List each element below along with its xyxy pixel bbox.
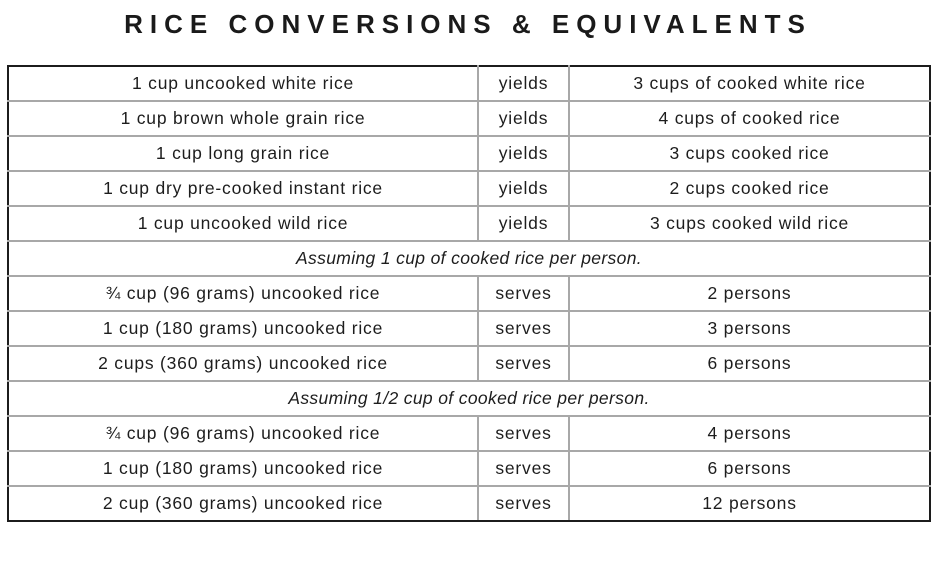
rice-conversions-table: 1 cup uncooked white rice yields 3 cups of… [7, 65, 931, 522]
verb-cell: yields [477, 135, 570, 172]
result-cell: 3 cups cooked wild rice [568, 205, 931, 242]
assumption-row: Assuming 1/2 cup of cooked rice per pers… [7, 380, 931, 417]
result-cell: 4 cups of cooked rice [568, 100, 931, 137]
table-row: ¾ cup (96 grams) uncooked rice serves 2 pe… [7, 275, 931, 312]
verb-cell: serves [477, 485, 570, 522]
result-cell: 4 persons [568, 415, 931, 452]
ingredient-cell: 2 cups (360 grams) uncooked rice [7, 345, 479, 382]
table-row: 2 cups (360 grams) uncooked rice serves 6 … [7, 345, 931, 382]
table-row: 1 cup long grain rice yields 3 cups cooked… [7, 135, 931, 172]
result-cell: 6 persons [568, 345, 931, 382]
table-row: ¾ cup (96 grams) uncooked rice serves 4 pe… [7, 415, 931, 452]
ingredient-cell: ¾ cup (96 grams) uncooked rice [7, 275, 479, 312]
table-row: 1 cup uncooked wild rice yields 3 cups coo… [7, 205, 931, 242]
assumption-row: Assuming 1 cup of cooked rice per person… [7, 240, 931, 277]
verb-cell: yields [477, 65, 570, 102]
table-row: 1 cup (180 grams) uncooked rice serves 3 p… [7, 310, 931, 347]
verb-cell: serves [477, 345, 570, 382]
ingredient-cell: 1 cup uncooked white rice [7, 65, 479, 102]
result-cell: 2 persons [568, 275, 931, 312]
ingredient-cell: ¾ cup (96 grams) uncooked rice [7, 415, 479, 452]
ingredient-cell: 2 cup (360 grams) uncooked rice [7, 485, 479, 522]
verb-cell: serves [477, 415, 570, 452]
ingredient-cell: 1 cup long grain rice [7, 135, 479, 172]
verb-cell: yields [477, 100, 570, 137]
result-cell: 2 cups cooked rice [568, 170, 931, 207]
result-cell: 12 persons [568, 485, 931, 522]
result-cell: 6 persons [568, 450, 931, 487]
verb-cell: serves [477, 450, 570, 487]
table-row: 2 cup (360 grams) uncooked rice serves 12 … [7, 485, 931, 522]
page-title: RICE CONVERSIONS & EQUIVALENTS [124, 9, 812, 39]
table-row: 1 cup uncooked white rice yields 3 cups of… [7, 65, 931, 102]
result-cell: 3 cups cooked rice [568, 135, 931, 172]
table-row: 1 cup (180 grams) uncooked rice serves 6 p… [7, 450, 931, 487]
verb-cell: yields [477, 170, 570, 207]
result-cell: 3 persons [568, 310, 931, 347]
verb-cell: serves [477, 310, 570, 347]
assumption-note: Assuming 1 cup of cooked rice per person… [7, 240, 931, 277]
table-row: 1 cup brown whole grain rice yields 4 cups… [7, 100, 931, 137]
ingredient-cell: 1 cup uncooked wild rice [7, 205, 479, 242]
ingredient-cell: 1 cup brown whole grain rice [7, 100, 479, 137]
table-row: 1 cup dry pre-cooked instant rice yields 2… [7, 170, 931, 207]
assumption-note: Assuming 1/2 cup of cooked rice per pers… [7, 380, 931, 417]
ingredient-cell: 1 cup (180 grams) uncooked rice [7, 310, 479, 347]
verb-cell: serves [477, 275, 570, 312]
result-cell: 3 cups of cooked white rice [568, 65, 931, 102]
verb-cell: yields [477, 205, 570, 242]
ingredient-cell: 1 cup dry pre-cooked instant rice [7, 170, 479, 207]
ingredient-cell: 1 cup (180 grams) uncooked rice [7, 450, 479, 487]
